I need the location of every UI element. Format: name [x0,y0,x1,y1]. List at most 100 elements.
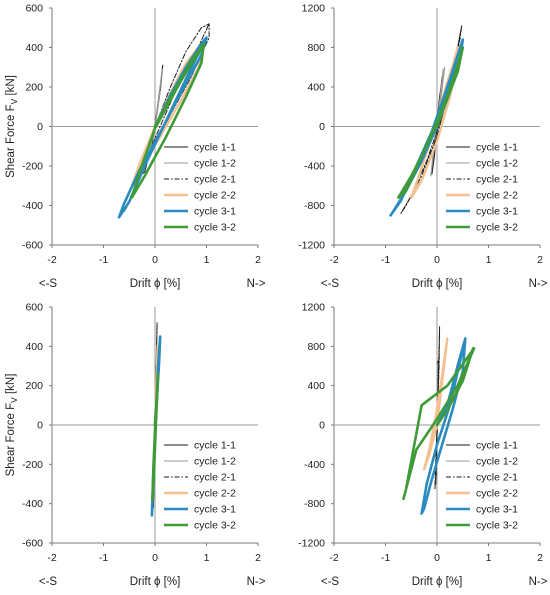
y-tick-label: 400 [307,380,325,392]
legend-label: cycle 1-1 [476,142,518,154]
y-axis-label-unit: [kN] [5,374,17,398]
series-line-cycle-2-1 [400,25,463,214]
y-tick-label: 400 [25,42,43,54]
legend-label: cycle 3-2 [476,222,518,234]
x-tick-label: -2 [47,552,56,564]
y-tick-label: -400 [22,498,43,510]
series-line-cycle-2-1 [434,326,441,490]
x-tick-label: 1 [486,254,492,266]
y-axis-label-unit: [kN] [5,75,17,99]
y-tick-label: -400 [304,459,325,471]
x-tick-label: -1 [381,552,390,564]
y-tick-label: -600 [22,538,43,550]
x-tick-label: -1 [99,552,108,564]
x-axis-label: Drift ϕ [%] [412,576,463,588]
series-line-cycle-3-2 [130,42,206,199]
chart-panel-bottom-left: -600 -400 -200 0 200 400 600 -2 -1 0 1 2 <-S Drift ϕ … [5,302,266,589]
y-axis-label-subscript: V [9,98,19,104]
x-tick-label: -1 [381,254,390,266]
y-axis-label-subscript: V [9,397,19,403]
y-tick-label: 600 [25,3,43,15]
legend-label: cycle 1-2 [194,456,236,468]
direction-right-label: N-> [247,278,266,290]
legend-label: cycle 2-2 [476,488,518,500]
y-axis-label-main: Shear Force F [5,104,17,178]
x-tick-label: 2 [255,552,261,564]
x-tick-label: 2 [537,254,543,266]
x-tick-label: 2 [537,552,543,564]
legend-label: cycle 1-2 [194,158,236,170]
legend-label: cycle 3-1 [194,206,236,218]
series-line-cycle-3-1 [117,36,208,219]
legend-label: cycle 2-1 [194,174,236,186]
y-tick-label: -1200 [298,538,325,550]
legend-label: cycle 1-1 [476,440,518,452]
y-tick-label: -800 [304,498,325,510]
legend-label: cycle 2-2 [194,488,236,500]
y-tick-label: -400 [304,161,325,173]
legend-label: cycle 1-2 [476,158,518,170]
x-tick-label: 2 [255,254,261,266]
direction-right-label: N-> [247,576,266,588]
y-tick-label: -1200 [298,240,325,252]
legend-label: cycle 3-2 [194,222,236,234]
y-tick-label: 400 [25,341,43,353]
legend-label: cycle 3-1 [476,504,518,516]
legend-label: cycle 1-1 [194,440,236,452]
series-line-cycle-3-2 [402,347,476,501]
legend-label: cycle 2-1 [476,174,518,186]
y-tick-label: -200 [22,459,43,471]
y-tick-label: 0 [37,420,43,432]
legend-label: cycle 3-1 [476,206,518,218]
direction-right-label: N-> [529,278,548,290]
x-tick-label: 1 [486,552,492,564]
x-tick-label: 0 [152,552,158,564]
x-tick-label: 0 [434,254,440,266]
x-axis-label: Drift ϕ [%] [130,576,181,588]
x-tick-label: -1 [99,254,108,266]
y-tick-label: 0 [319,420,325,432]
series-line-cycle-3-2 [151,372,160,501]
x-tick-label: -2 [329,254,338,266]
direction-right-label: N-> [529,576,548,588]
direction-left-label: <-S [39,576,58,588]
chart-panel-top-right: -1200 -800 -400 0 400 800 1200 -2 -1 0 1 2 <-S Drift … [298,3,548,291]
y-tick-label: -600 [22,240,43,252]
y-tick-label: 800 [307,341,325,353]
legend-label: cycle 3-2 [194,520,236,532]
legend-label: cycle 1-2 [476,456,518,468]
y-tick-label: -800 [304,200,325,212]
series-line-cycle-3-2 [397,46,465,199]
direction-left-label: <-S [39,278,58,290]
x-tick-label: 1 [204,254,210,266]
legend-label: cycle 2-1 [194,472,236,484]
y-tick-label: 1200 [302,3,326,15]
legend-label: cycle 2-2 [476,190,518,202]
legend-label: cycle 3-1 [194,504,236,516]
y-axis-label-main: Shear Force F [5,403,17,477]
y-tick-label: -400 [22,200,43,212]
legend-label: cycle 1-1 [194,142,236,154]
x-axis-label: Drift ϕ [%] [130,278,181,290]
legend-label: cycle 2-2 [194,190,236,202]
series-line-cycle-2-2 [422,337,449,471]
x-tick-label: 0 [152,254,158,266]
x-tick-label: -2 [47,254,56,266]
y-tick-label: 200 [25,380,43,392]
direction-left-label: <-S [321,278,340,290]
x-tick-label: 0 [434,552,440,564]
y-axis-label: Shear Force FV [kN] [5,374,19,477]
y-tick-label: 1200 [302,302,326,314]
y-axis-label: Shear Force FV [kN] [5,75,19,178]
chart-panel-bottom-right: -1200 -800 -400 0 400 800 1200 -2 -1 0 1 2 <-S Drift … [298,302,548,589]
chart-panel-top-left: -600 -400 -200 0 200 400 600 -2 -1 0 1 2 <-S Drift ϕ … [5,3,266,291]
y-tick-label: 200 [25,82,43,94]
y-tick-label: 0 [37,121,43,133]
direction-left-label: <-S [321,576,340,588]
y-tick-label: 800 [307,42,325,54]
y-tick-label: 600 [25,302,43,314]
y-tick-label: -200 [22,161,43,173]
legend-label: cycle 3-2 [476,520,518,532]
y-tick-label: 0 [319,121,325,133]
